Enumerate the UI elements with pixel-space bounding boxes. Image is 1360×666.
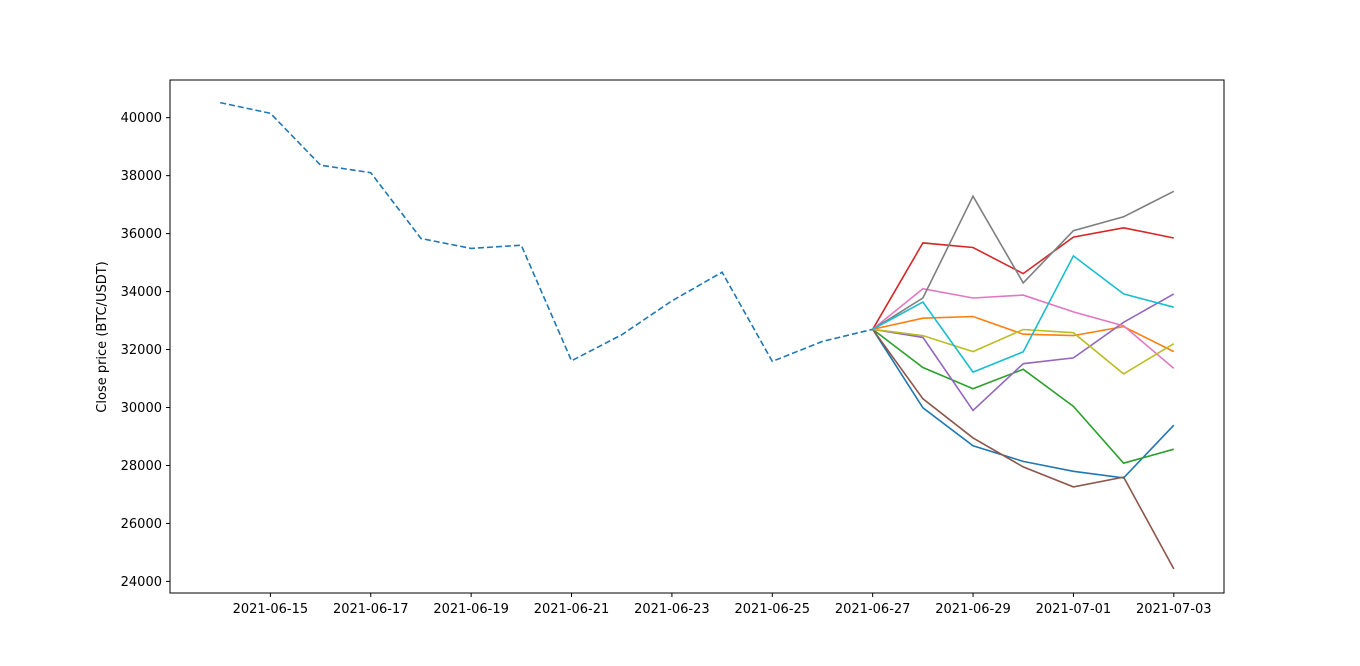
plot-frame bbox=[169, 79, 1225, 594]
x-tick-label: 2021-07-01 bbox=[1036, 602, 1112, 617]
forecast-line-5 bbox=[872, 293, 1175, 412]
y-tick-label: 34000 bbox=[121, 285, 162, 300]
x-tick-label: 2021-06-21 bbox=[534, 602, 610, 617]
series-layer bbox=[220, 101, 1175, 570]
y-tick-label: 24000 bbox=[121, 575, 162, 590]
x-tick-label: 2021-06-17 bbox=[333, 602, 409, 617]
y-axis-title: Close price (BTC/USDT) bbox=[95, 261, 110, 412]
y-tick-label: 40000 bbox=[121, 111, 162, 126]
x-tick-label: 2021-06-23 bbox=[634, 602, 710, 617]
forecast-line-8 bbox=[872, 190, 1175, 330]
forecast-line-6 bbox=[872, 328, 1175, 570]
x-axis: 2021-06-15 2021-06-17 2021-06-19 2021-06-21… bbox=[233, 593, 1212, 617]
y-tick-label: 30000 bbox=[121, 401, 162, 416]
x-tick-label: 2021-06-15 bbox=[233, 602, 309, 617]
x-tick-label: 2021-06-25 bbox=[735, 602, 811, 617]
y-tick-label: 36000 bbox=[121, 227, 162, 242]
forecast-line-10 bbox=[872, 254, 1175, 374]
y-tick-label: 38000 bbox=[121, 169, 162, 184]
y-tick-label: 28000 bbox=[121, 459, 162, 474]
x-tick-label: 2021-06-19 bbox=[433, 602, 509, 617]
x-tick-label: 2021-07-03 bbox=[1136, 602, 1212, 617]
y-tick-label: 26000 bbox=[121, 517, 162, 532]
forecast-line-4 bbox=[872, 226, 1174, 330]
forecast-line-9 bbox=[872, 328, 1175, 375]
history-line bbox=[220, 101, 873, 363]
x-tick-label: 2021-06-29 bbox=[935, 602, 1011, 617]
forecast-line-3 bbox=[872, 328, 1175, 465]
y-axis: 24000 26000 28000 30000 32000 34000 36000 38000… bbox=[121, 111, 170, 590]
y-tick-label: 32000 bbox=[121, 343, 162, 358]
forecast-line-7 bbox=[872, 287, 1175, 370]
x-tick-label: 2021-06-27 bbox=[835, 602, 911, 617]
